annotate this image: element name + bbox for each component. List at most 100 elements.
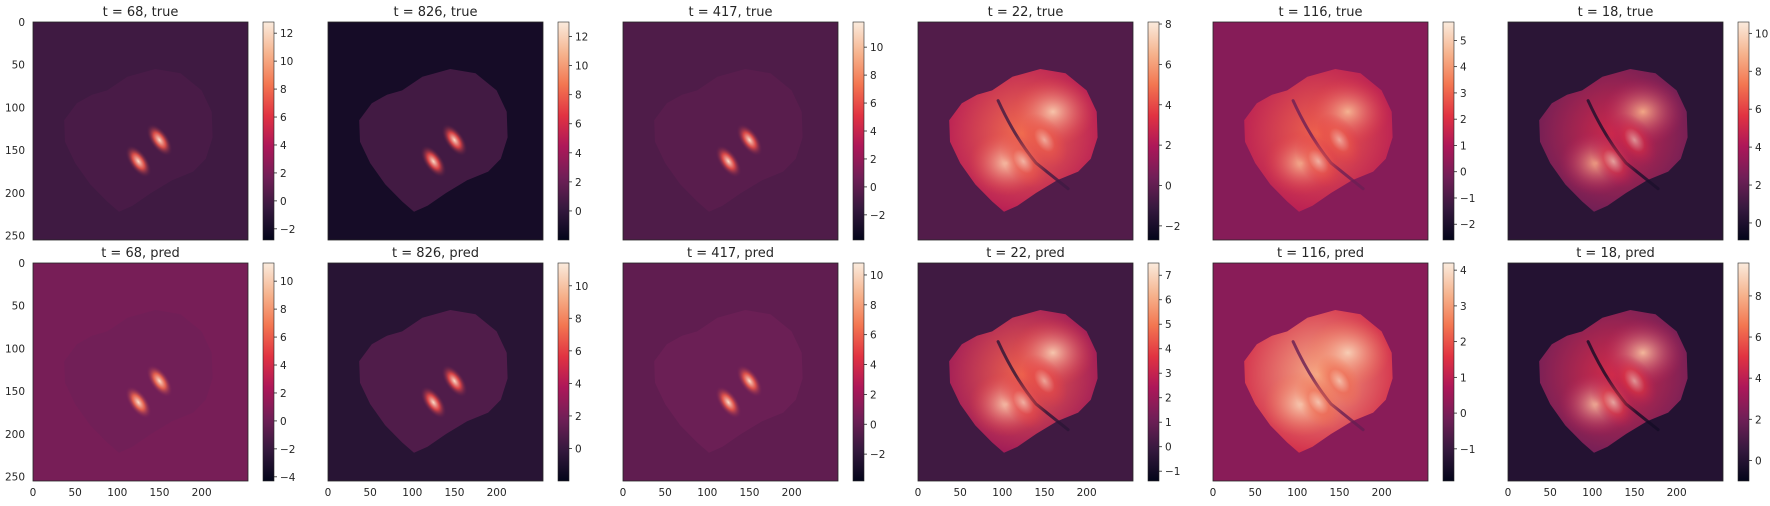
colorbar: −2 −1 0 1 2 3 4 5	[1442, 21, 1475, 241]
x-tick-label: 50	[363, 487, 376, 499]
colorbar-tick-label: 0	[280, 196, 287, 208]
panel-5: t = 18, true 0 2 4 6 8 10	[1507, 5, 1768, 241]
y-tick-label: 0	[18, 258, 25, 270]
colorbar-gradient	[852, 262, 865, 482]
colorbar-tick-label: 6	[1755, 104, 1762, 116]
colorbar-tick-label: 2	[1165, 140, 1172, 152]
lobe-blob	[1316, 113, 1363, 167]
colorbar: −4 −2 0 2 4 6 8 10	[262, 262, 296, 484]
colorbar-tick-label: 8	[1755, 66, 1762, 78]
colorbar-tick-label: 8	[1165, 19, 1172, 31]
colorbar-gradient	[1147, 262, 1160, 482]
colorbar-tick-label: 6	[280, 112, 287, 124]
colorbar-tick-label: 4	[575, 378, 582, 390]
x-tick-label: 0	[915, 487, 922, 499]
panel-title: t = 417, true	[688, 5, 772, 20]
y-tick-label: 100	[5, 343, 25, 355]
colorbar-tick-label: 0	[870, 419, 877, 431]
brain-region	[64, 69, 213, 212]
y-tick-label: 50	[12, 60, 25, 72]
colorbar-tick-label: 4	[1755, 142, 1762, 154]
colorbar-tick-label: 3	[1460, 301, 1467, 313]
colorbar-tick-label: −2	[870, 210, 885, 222]
panel-2: t = 417, true −2 0 2 4 6 8 10	[622, 5, 885, 241]
colorbar-tick-label: 6	[1755, 332, 1762, 344]
lobe-blob	[441, 364, 468, 398]
colorbar-tick-label: 4	[1460, 265, 1467, 277]
colorbar-tick-label: 10	[575, 281, 588, 293]
panel-0: t = 68, true 0 50 100 150 200 250 −2 0 2 4 6 8 10 12	[5, 5, 296, 243]
colorbar-tick-label: −1	[1165, 466, 1180, 478]
colorbar-tick-label: 2	[575, 411, 582, 423]
colorbar-gradient	[1737, 21, 1750, 241]
x-tick-label: 200	[487, 487, 507, 499]
colorbar-tick-label: 10	[575, 61, 588, 73]
panel-title: t = 116, pred	[1277, 246, 1364, 261]
colorbar-tick-label: 1	[1460, 372, 1467, 384]
colorbar-tick-label: 8	[1755, 291, 1762, 303]
colorbar-tick-label: 2	[1755, 414, 1762, 426]
axes-frame	[622, 21, 839, 241]
lobe-blob	[125, 145, 152, 178]
panel-1: t = 826, true 0 2 4 6 8 10 12	[327, 5, 588, 241]
colorbar-tick-label: −2	[280, 444, 295, 456]
x-tick-label: 0	[620, 487, 627, 499]
x-tick-label: 0	[30, 487, 37, 499]
colorbar-tick-label: 1	[1460, 140, 1467, 152]
colorbar: −1 0 1 2 3 4	[1442, 262, 1475, 482]
x-tick-label: 150	[149, 487, 169, 499]
panels-layer: t = 68, true050100150200250−2024681012t …	[5, 5, 1768, 499]
colorbar: −2 0 2 4 6 8 10	[852, 262, 885, 482]
colorbar-tick-label: 8	[280, 84, 287, 96]
colorbar-tick-label: 0	[870, 182, 877, 194]
panel-title: t = 22, true	[988, 5, 1064, 20]
colorbar-tick-label: 10	[280, 56, 293, 68]
axes-frame	[1507, 262, 1724, 482]
axes-frame	[327, 21, 544, 241]
colorbar-tick-label: 4	[1165, 344, 1172, 356]
colorbar-tick-label: 10	[870, 270, 883, 282]
colorbar-tick-label: 6	[575, 346, 582, 358]
colorbar-tick-label: 0	[1755, 218, 1762, 230]
lobe-blob	[1316, 354, 1363, 408]
brain-region	[654, 69, 803, 212]
colorbar-tick-label: 12	[575, 32, 588, 44]
panel-4: t = 116, true −2 −1 0 1 2 3 4 5	[1212, 5, 1475, 241]
colorbar: −2 0 2 4 6 8 10 12	[262, 21, 295, 241]
panel-title: t = 18, pred	[1576, 246, 1655, 261]
x-tick-label: 150	[1329, 487, 1349, 499]
x-tick-label: 100	[1287, 487, 1307, 499]
axes-frame	[327, 262, 544, 482]
brain-region	[654, 310, 803, 453]
x-tick-label: 200	[1667, 487, 1687, 499]
colorbar-tick-label: 8	[280, 304, 287, 316]
axes-frame	[32, 21, 249, 241]
panel-title: t = 68, pred	[101, 246, 180, 261]
y-tick-label: 200	[5, 188, 25, 200]
colorbar-tick-label: 6	[280, 332, 287, 344]
lobe-blob	[736, 364, 763, 398]
x-tick-label: 200	[1372, 487, 1392, 499]
x-tick-label: 50	[658, 487, 671, 499]
colorbar-tick-label: 0	[1165, 181, 1172, 193]
colorbar-tick-label: 8	[575, 313, 582, 325]
colorbar-tick-label: 4	[1165, 100, 1172, 112]
lobe-blob	[146, 364, 173, 398]
x-tick-label: 50	[953, 487, 966, 499]
axes-frame	[1212, 21, 1429, 241]
panel-title: t = 22, pred	[986, 246, 1065, 261]
colorbar-gradient	[1442, 21, 1455, 241]
lobe-blob	[1021, 354, 1068, 408]
colorbar-tick-label: 1	[1165, 417, 1172, 429]
x-tick-label: 50	[1543, 487, 1556, 499]
y-tick-label: 250	[5, 231, 25, 243]
lobe-blob	[420, 386, 447, 419]
colorbar-tick-label: 4	[575, 148, 582, 160]
colorbar-tick-label: −1	[1460, 444, 1475, 456]
colorbar: 0 2 4 6 8	[1737, 262, 1762, 482]
x-tick-label: 100	[697, 487, 717, 499]
lobe-blob	[1021, 113, 1068, 167]
colorbar-gradient	[1442, 262, 1455, 482]
colorbar-tick-label: 3	[1165, 368, 1172, 380]
colorbar-tick-label: 10	[870, 42, 883, 54]
